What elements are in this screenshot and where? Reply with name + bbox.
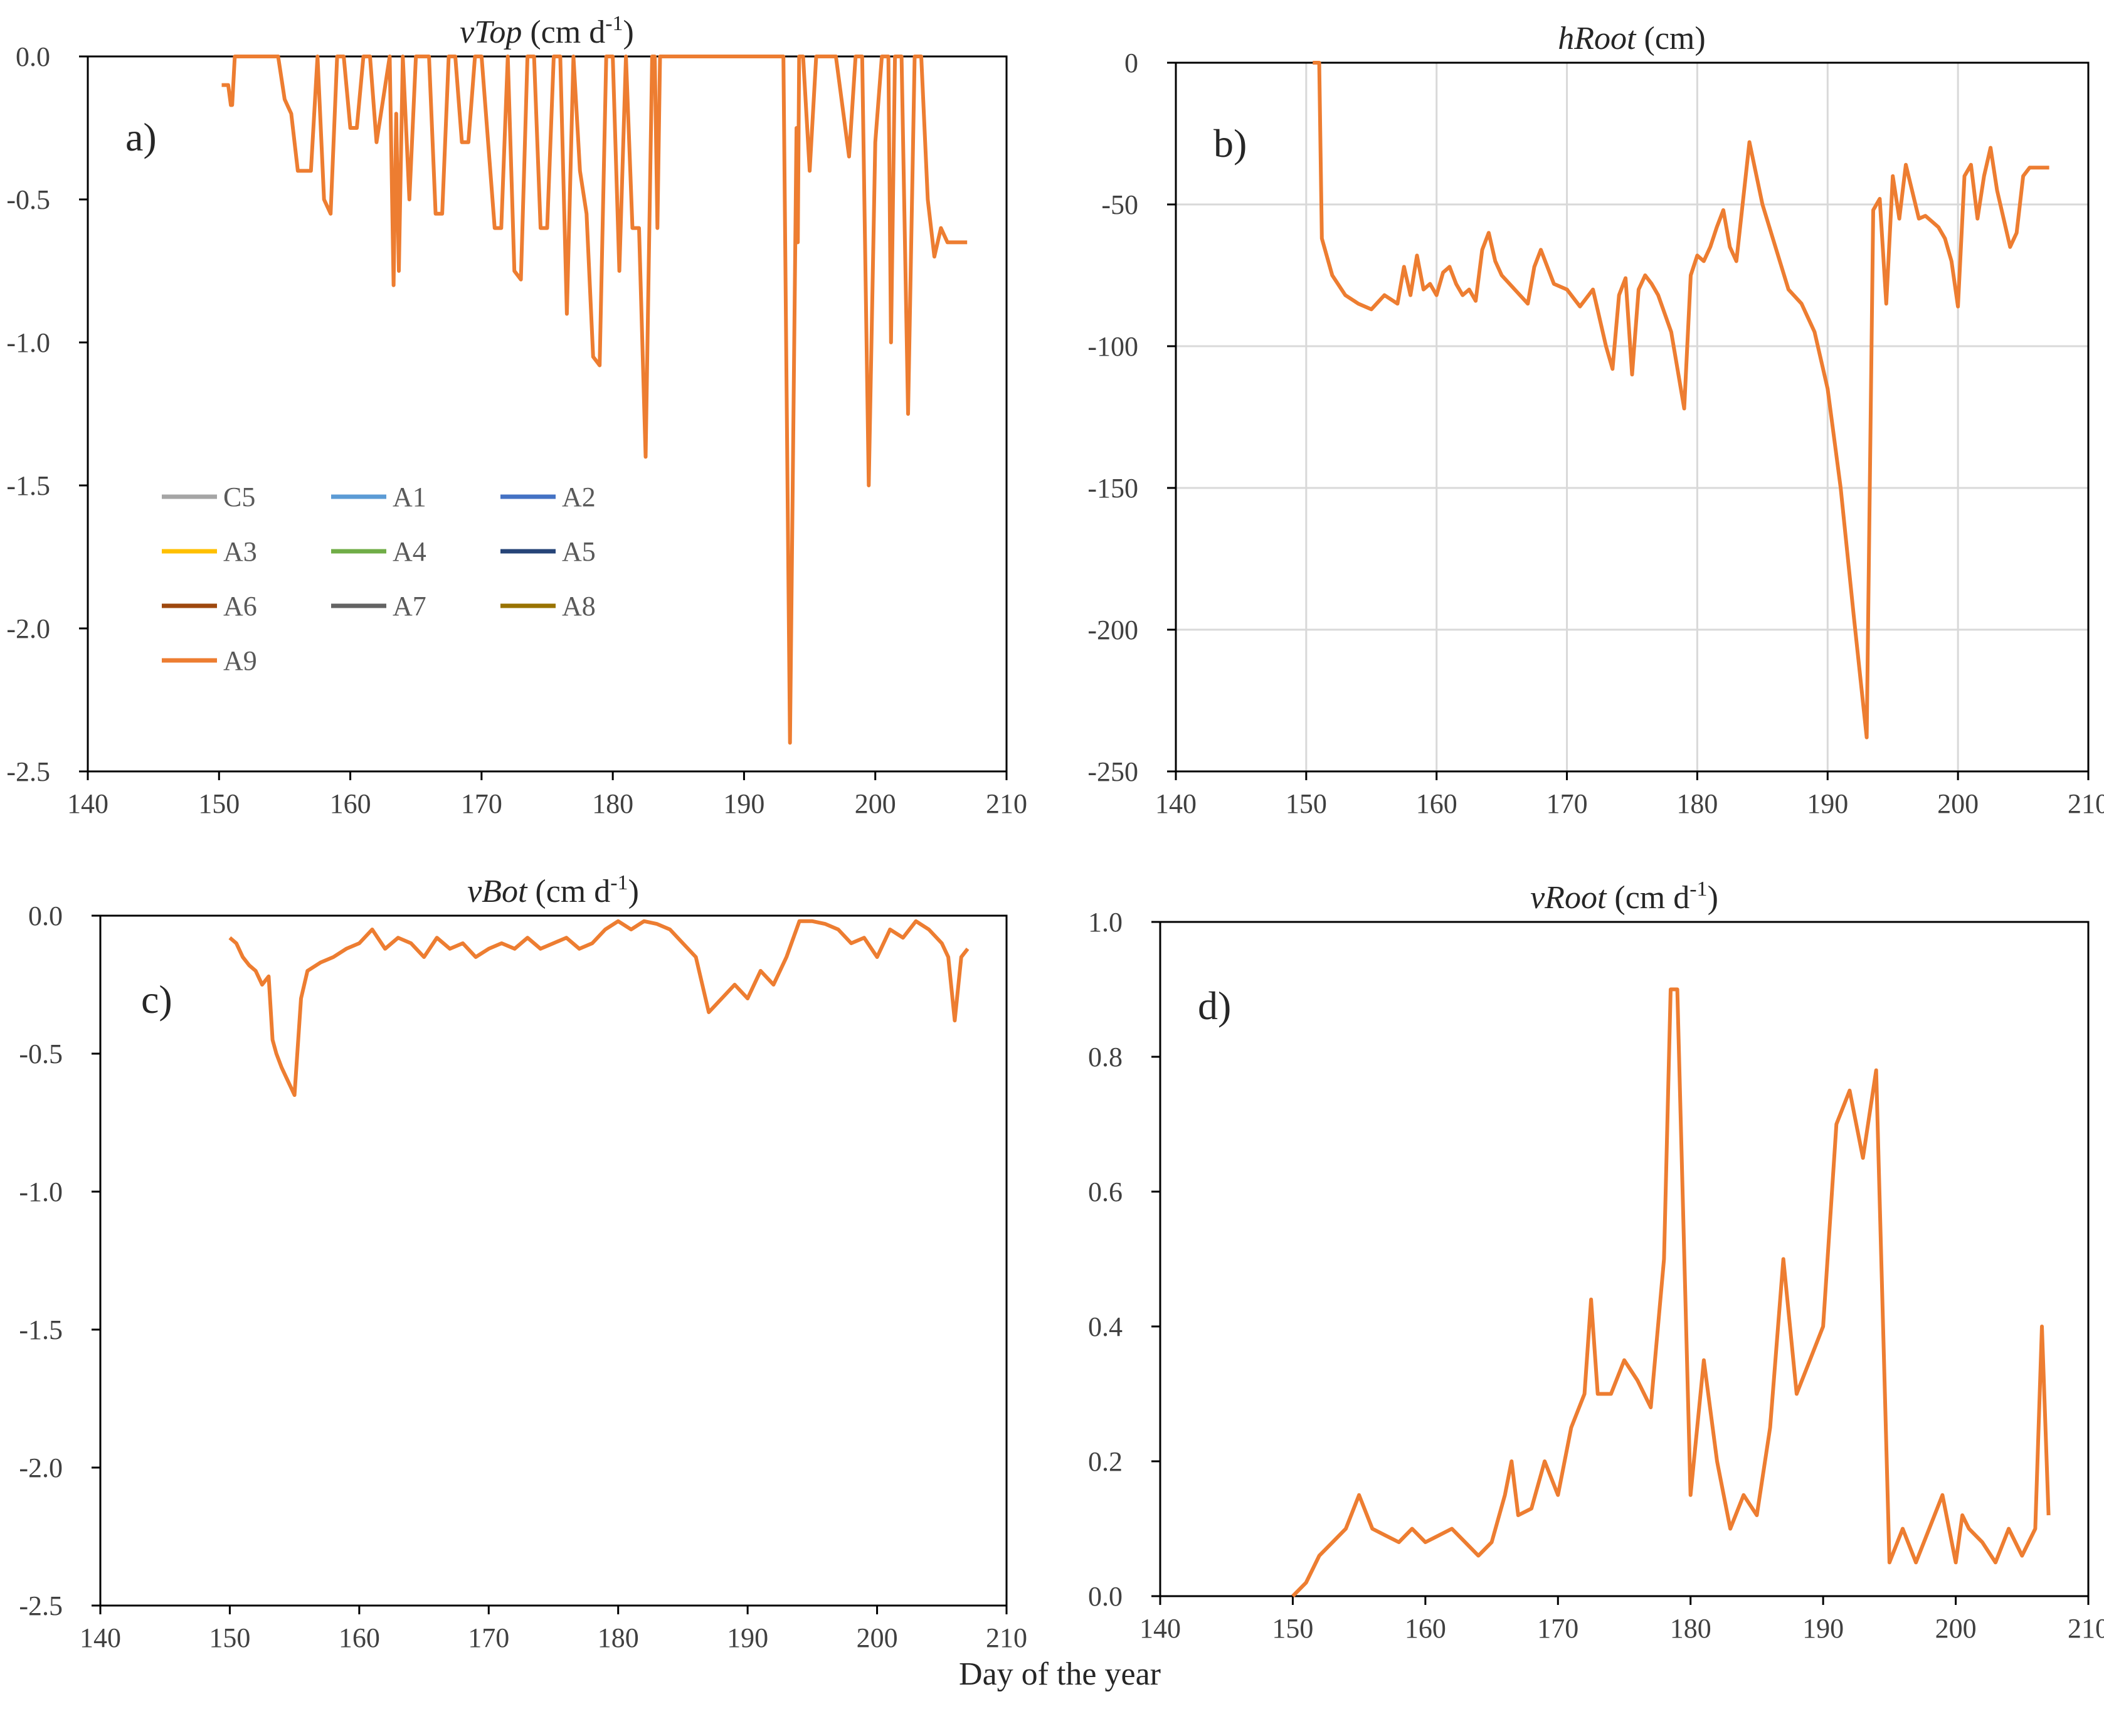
chart-title: vTop (cm d-1) (460, 12, 634, 50)
y-tick-label: -2.0 (19, 1453, 63, 1483)
x-tick-label: 170 (461, 788, 502, 819)
chart-title: vBot (cm d-1) (467, 871, 639, 909)
y-tick-label: -150 (1087, 473, 1138, 504)
legend-label-A4: A4 (393, 536, 426, 567)
legend-label-A7: A7 (393, 591, 426, 622)
y-tick-label: -250 (1087, 756, 1138, 787)
legend-label-A2: A2 (562, 482, 596, 512)
legend-label-A1: A1 (393, 482, 426, 512)
y-tick-label: -0.5 (6, 184, 50, 215)
x-tick-label: 150 (198, 788, 240, 819)
x-tick-label: 140 (80, 1622, 121, 1653)
x-tick-label: 190 (1802, 1613, 1844, 1644)
plot-frame (1159, 921, 2090, 1597)
y-tick-label: -1.0 (19, 1177, 63, 1207)
legend-label-A8: A8 (562, 591, 596, 622)
x-tick-label: 140 (1139, 1613, 1181, 1644)
x-tick-label: 210 (2068, 1613, 2104, 1644)
y-tick-label: 0.2 (1088, 1446, 1123, 1477)
x-axis-caption: Day of the year (959, 1656, 1161, 1692)
y-tick-label: 0.0 (28, 901, 63, 931)
y-tick-label: -2.5 (19, 1590, 63, 1621)
y-tick-label: -1.5 (19, 1315, 63, 1345)
y-tick-label: -1.0 (6, 327, 50, 358)
x-tick-label: 150 (209, 1622, 250, 1653)
x-tick-label: 160 (339, 1622, 380, 1653)
series-line-A9 (221, 55, 968, 745)
panel-label: c) (141, 977, 172, 1022)
x-tick-label: 140 (67, 788, 108, 819)
y-tick-label: 0.4 (1088, 1311, 1123, 1342)
panel-label: b) (1213, 121, 1247, 166)
legend-label-A5: A5 (562, 536, 596, 567)
y-tick-label: 0.0 (16, 41, 50, 72)
x-tick-label: 170 (1537, 1613, 1578, 1644)
x-tick-label: 180 (1676, 788, 1718, 819)
panel-a: 140 150 160 170 180 190 200 210 0.0 -0.5 -1.0 -1.5 -… (6, 12, 1027, 819)
x-tick-label: 200 (855, 788, 896, 819)
y-tick-label: 0.0 (1088, 1581, 1123, 1612)
x-tick-label: 160 (1416, 788, 1457, 819)
y-tick-label: -2.0 (6, 613, 50, 644)
panel-c: 140 150 160 170 180 190 200 210 0.0 -0.5 -1.0 -1.5 -… (19, 871, 1027, 1653)
series-line-A9 (1313, 61, 2049, 739)
legend-label-A6: A6 (223, 591, 257, 622)
y-tick-label: -50 (1101, 189, 1138, 220)
x-tick-label: 180 (592, 788, 633, 819)
x-tick-label: 170 (1546, 788, 1588, 819)
y-tick-label: -200 (1087, 615, 1138, 645)
legend-label-A9: A9 (223, 645, 257, 676)
x-tick-label: 190 (723, 788, 764, 819)
legend-label-C5: C5 (223, 482, 255, 512)
panel-b: 140 150 160 170 180 190 200 210 0 -50 -100 -150 -200… (1087, 21, 2104, 819)
plot-frame (99, 914, 1008, 1607)
x-tick-label: 190 (1807, 788, 1848, 819)
x-tick-label: 180 (598, 1622, 639, 1653)
x-tick-label: 170 (468, 1622, 509, 1653)
plot-frame (87, 55, 1008, 773)
x-tick-label: 180 (1670, 1613, 1711, 1644)
x-tick-label: 200 (857, 1622, 898, 1653)
series-line-A9 (1291, 987, 2051, 1598)
chart-title: hRoot (cm) (1558, 21, 1705, 56)
y-tick-label: -0.5 (19, 1039, 63, 1069)
y-tick-label: 0.8 (1088, 1042, 1123, 1072)
x-tick-label: 160 (1405, 1613, 1446, 1644)
chart-title: vRoot (cm d-1) (1530, 877, 1718, 916)
panel-label: a) (125, 115, 157, 159)
y-tick-label: -2.5 (6, 756, 50, 787)
panel-label: d) (1198, 983, 1231, 1028)
y-tick-label: -100 (1087, 331, 1138, 362)
y-tick-label: 0 (1124, 48, 1138, 78)
panel-d: 140 150 160 170 180 190 200 210 0.0 0.2 0.4 0.6 0.8 1… (1088, 877, 2104, 1644)
x-tick-label: 200 (1935, 1613, 1977, 1644)
series-line-A9 (228, 919, 970, 1097)
plot-frame (1175, 61, 2090, 773)
x-tick-label: 140 (1155, 788, 1197, 819)
x-tick-label: 200 (1937, 788, 1979, 819)
x-tick-label: 160 (330, 788, 371, 819)
x-tick-label: 190 (727, 1622, 768, 1653)
x-tick-label: 210 (986, 788, 1027, 819)
legend: C5 A1 A2 A3 A4 A5 A6 A7 A8 A9 (162, 482, 596, 676)
x-tick-label: 150 (1272, 1613, 1313, 1644)
x-tick-label: 150 (1286, 788, 1327, 819)
y-tick-label: 0.6 (1088, 1177, 1123, 1207)
legend-label-A3: A3 (223, 536, 257, 567)
x-tick-label: 210 (986, 1622, 1027, 1653)
y-tick-label: 1.0 (1088, 907, 1123, 938)
x-tick-label: 210 (2068, 788, 2104, 819)
y-tick-label: -1.5 (6, 470, 50, 501)
